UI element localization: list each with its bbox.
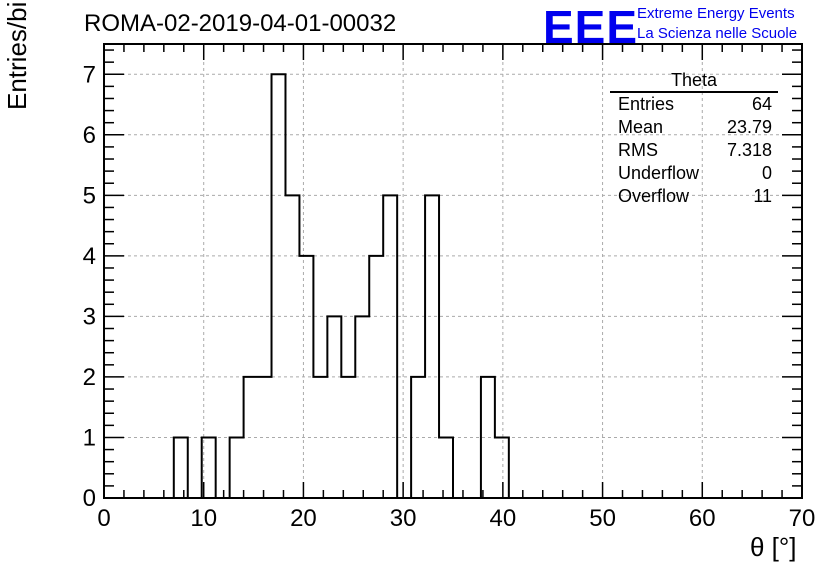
x-tick-label: 50: [589, 505, 616, 532]
x-tick-label: 70: [789, 505, 816, 532]
grid-lines: [104, 44, 802, 498]
plot-frame: [103, 43, 803, 499]
stats-value: 7.318: [726, 140, 772, 160]
x-tick-label: 10: [190, 505, 217, 532]
x-tick-label: 40: [490, 505, 517, 532]
stats-row-rms: RMS 7.318: [610, 139, 778, 162]
y-tick-label: 4: [83, 243, 96, 270]
eee-logo: EEE: [543, 1, 639, 53]
x-tick-label: 20: [290, 505, 317, 532]
y-tick-label: 5: [83, 182, 96, 209]
x-tick-label: 60: [689, 505, 716, 532]
stats-row-overflow: Overflow 11: [610, 185, 778, 208]
y-tick-label: 3: [83, 303, 96, 330]
stats-row-entries: Entries 64: [610, 93, 778, 116]
y-tick-label: 7: [83, 61, 96, 88]
y-tick-label: 6: [83, 122, 96, 149]
y-tick-label: 0: [83, 485, 96, 512]
stats-value: 23.79: [726, 117, 772, 137]
stats-box: Theta Entries 64 Mean 23.79 RMS 7.318 Un…: [610, 70, 778, 208]
stats-value: 64: [751, 94, 772, 114]
x-tick-label: 30: [390, 505, 417, 532]
chart-title: ROMA-02-2019-04-01-00032: [84, 10, 397, 37]
tick-labels: 0 10 20 30 40 50 60 70 0 1 2 3 4 5 6 7: [83, 61, 816, 532]
stats-row-mean: Mean 23.79: [610, 116, 778, 139]
stats-label: Underflow: [618, 163, 700, 183]
stats-label: Entries: [618, 94, 675, 114]
stats-title: Theta: [610, 70, 778, 93]
logo-line-2: La Scienza nelle Scuole: [637, 25, 798, 42]
logo-subtitle: Extreme Energy Events La Scienza nelle S…: [637, 4, 797, 44]
y-axis-label: Entries/bin: [2, 0, 32, 110]
stats-row-underflow: Underflow 0: [610, 162, 778, 185]
logo-line-1: Extreme Energy Events: [637, 5, 795, 22]
x-axis-label: θ [°]: [750, 532, 797, 562]
y-tick-label: 1: [83, 424, 96, 451]
y-tick-label: 2: [83, 364, 96, 391]
x-tick-label: 0: [97, 505, 110, 532]
stats-value: 11: [753, 186, 772, 206]
stats-value: 0: [761, 163, 772, 183]
axis-ticks: [103, 44, 803, 499]
stats-label: Overflow: [618, 186, 690, 206]
stats-label: Mean: [618, 117, 664, 137]
stats-label: RMS: [618, 140, 658, 160]
